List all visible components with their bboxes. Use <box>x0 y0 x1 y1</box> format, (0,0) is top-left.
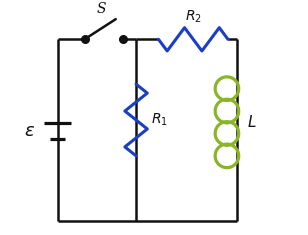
Text: S: S <box>97 2 106 16</box>
Text: $\varepsilon$: $\varepsilon$ <box>24 122 35 140</box>
Text: $L$: $L$ <box>247 114 257 130</box>
Text: $R_2$: $R_2$ <box>185 8 202 25</box>
Text: $R_1$: $R_1$ <box>151 112 168 128</box>
